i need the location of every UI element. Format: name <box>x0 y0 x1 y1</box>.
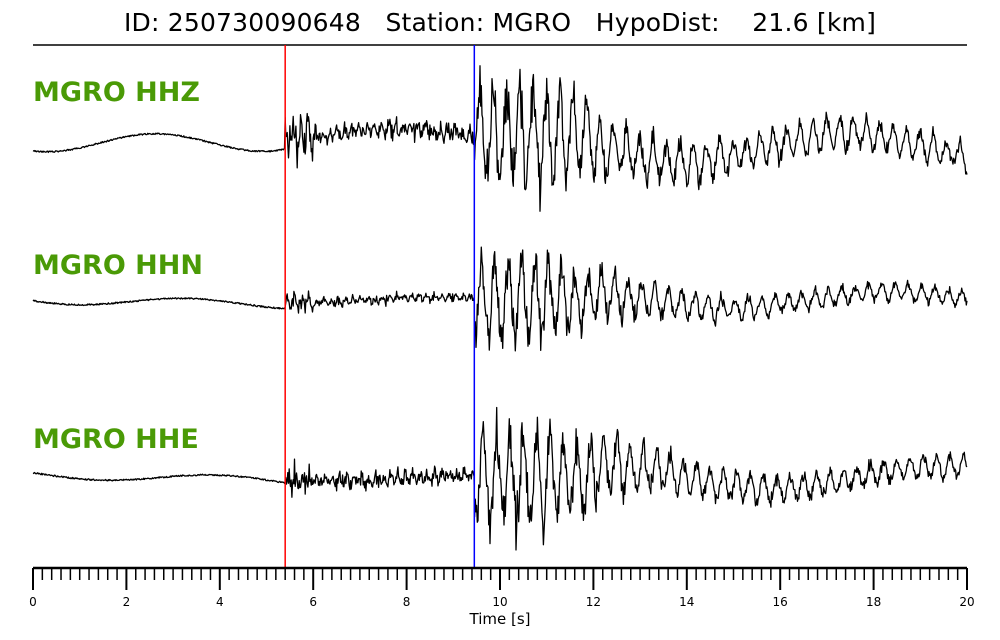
waveform-hhz <box>32 65 968 212</box>
waveform-hhn <box>32 246 968 352</box>
x-tick-label: 14 <box>679 595 694 609</box>
x-tick-label: 16 <box>773 595 788 609</box>
x-tick-label: 6 <box>309 595 317 609</box>
x-axis-title: Time [s] <box>469 610 531 628</box>
x-tick-label: 12 <box>586 595 601 609</box>
x-tick-label: 4 <box>216 595 224 609</box>
phase-picks <box>284 45 476 568</box>
x-tick-label: 10 <box>492 595 507 609</box>
waveform-hhe <box>32 406 968 551</box>
chart-title: ID: 250730090648 Station: MGRO HypoDist:… <box>123 8 877 37</box>
time-axis: 0 2 4 6 8 10 12 14 16 18 20 <box>29 566 975 609</box>
x-tick-label: 8 <box>403 595 411 609</box>
channel-label-hhz: MGRO HHZ <box>33 77 200 108</box>
x-tick-label: 0 <box>29 595 37 609</box>
channel-label-hhn: MGRO HHN <box>33 250 203 281</box>
channel-labels: MGRO HHZ MGRO HHN MGRO HHE <box>33 77 203 455</box>
x-tick-label: 18 <box>866 595 881 609</box>
channel-label-hhe: MGRO HHE <box>33 424 199 455</box>
x-tick-label: 20 <box>959 595 974 609</box>
waveform-traces <box>32 65 968 551</box>
x-tick-label: 2 <box>123 595 131 609</box>
